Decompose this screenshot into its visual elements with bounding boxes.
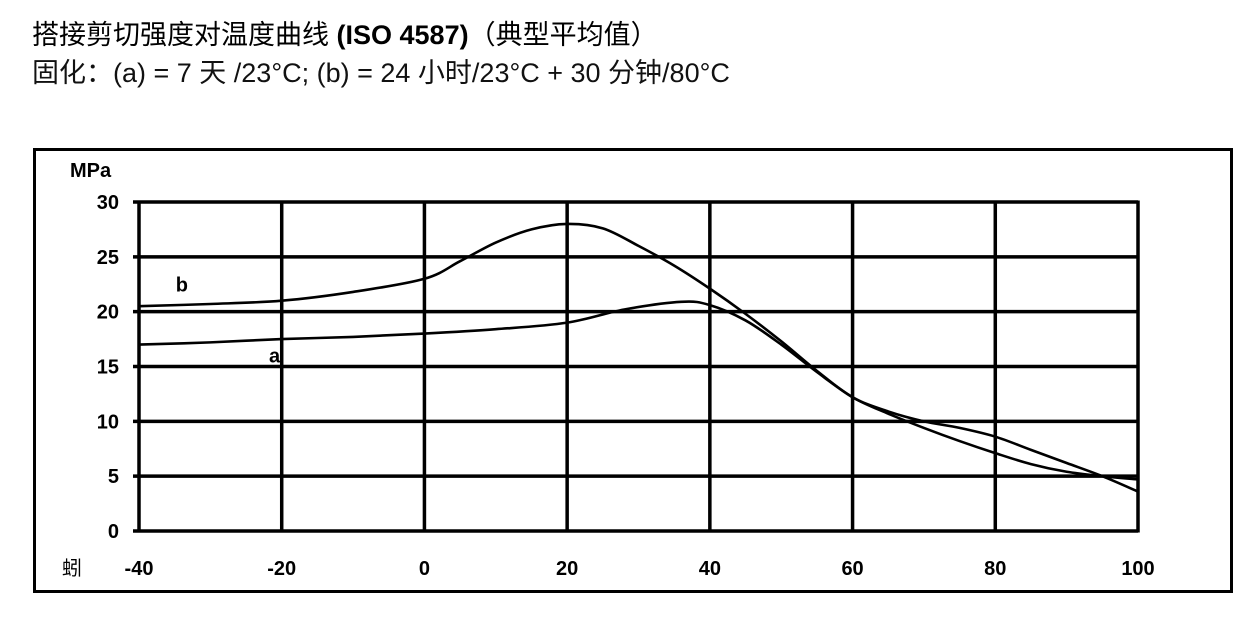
y-tick-label: 20 — [97, 302, 119, 324]
data-series: ab — [138, 222, 1139, 493]
chart-title: 搭接剪切强度对温度曲线 (ISO 4587)（典型平均值） — [32, 18, 658, 52]
series-label-a: a — [269, 346, 281, 368]
title-chinese: 搭接剪切强度对温度曲线 — [32, 20, 329, 50]
x-tick-label: 0 — [419, 558, 430, 580]
chart-subtitle: 固化：(a) = 7 天 /23°C; (b) = 24 小时/23°C + 3… — [32, 58, 730, 88]
title-standard: (ISO 4587) — [336, 20, 469, 50]
x-tick-label: 60 — [841, 558, 863, 580]
y-tick-label: 10 — [97, 411, 119, 433]
x-tick-label: -40 — [125, 558, 154, 580]
series-line-b — [138, 222, 1139, 493]
y-tick-label: 0 — [108, 521, 119, 543]
x-axis-ticks: -40 -20 0 20 40 60 80 100 — [125, 558, 1155, 580]
series-label-b: b — [176, 274, 188, 296]
title-suffix: （典型平均值） — [468, 20, 658, 50]
chart-frame — [33, 148, 1233, 593]
y-tick-label: 5 — [108, 466, 119, 488]
x-tick-label: 20 — [556, 558, 578, 580]
grid-lines — [133, 200, 1140, 533]
x-tick-label: 40 — [699, 558, 721, 580]
x-axis-unit: 蚓 — [62, 556, 82, 580]
y-axis-unit: MPa — [70, 160, 112, 182]
x-tick-label: -20 — [267, 558, 296, 580]
y-tick-label: 30 — [97, 192, 119, 214]
series-line-a — [138, 300, 1139, 481]
x-tick-label: 80 — [984, 558, 1006, 580]
y-axis-ticks: 0 5 10 15 20 25 30 — [97, 192, 119, 543]
y-tick-label: 25 — [97, 247, 119, 269]
x-tick-label: 100 — [1121, 558, 1154, 580]
y-tick-label: 15 — [97, 357, 119, 379]
